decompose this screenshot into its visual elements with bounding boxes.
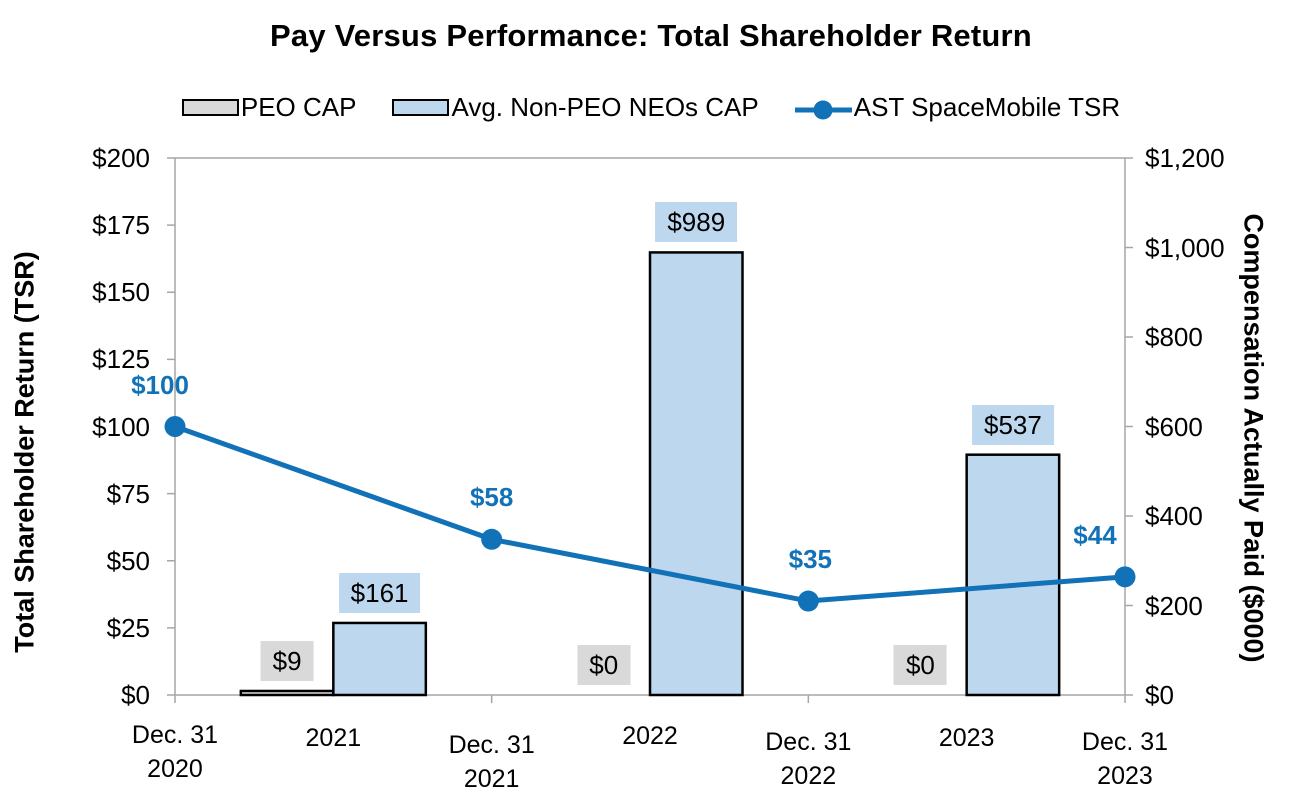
right-axis-tick-label: $200 [1145,590,1203,621]
x-axis-label-2021: 2021 [305,724,362,752]
tsr-line-marker-icon [794,97,852,119]
tsr-marker-dec-31-2022 [797,590,819,612]
right-axis-tick-label: $800 [1145,322,1203,352]
tsr-line [174,424,1126,604]
bar-data-label: $0 [577,645,631,685]
left-axis-tick-label: $200 [92,143,150,173]
x-axis-label-dec31-2020: Dec. 31 2020 [131,721,219,783]
bar-data-label: $989 [655,202,738,243]
tsr-marker-dec-31-2023 [1114,566,1136,588]
left-axis-tick-label: $25 [106,612,150,643]
left-axis-tick-label: $50 [106,545,150,576]
tsr-data-label: $44 [1073,519,1117,550]
chart-title: Pay Versus Performance: Total Shareholde… [270,18,1032,53]
legend-item-tsr-line: AST SpaceMobile TSR [794,92,1121,123]
bar-data-label: $161 [338,572,421,613]
left-axis-tick-label: $100 [92,411,150,442]
left-axis-tick-label: $75 [106,478,150,509]
tsr-data-label: $58 [469,482,514,513]
legend-item-peo-cap: PEO CAP [181,92,357,123]
x-axis-label-dec31-2021: Dec. 31 2021 [448,731,535,793]
left-axis-tick-label: $150 [92,277,150,308]
bar-nonpeo-cap-2023 [965,453,1061,697]
left-axis-tick-label: $0 [121,680,150,710]
legend-item-nonpeo-cap: Avg. Non-PEO NEOs CAP [392,92,759,123]
right-axis-tick-label: $600 [1145,411,1203,442]
tsr-data-label: $100 [131,369,189,400]
left-axis-tick-label: $125 [92,344,150,375]
x-axis-label-2023: 2023 [938,724,995,752]
bar-data-label: $537 [971,404,1054,445]
peo-cap-swatch-icon [181,99,239,116]
right-axis-tick-label: $1,000 [1145,232,1225,263]
tsr-marker-dec-31-2021 [481,528,503,550]
legend-label-peo-cap: PEO CAP [240,92,357,122]
tsr-marker-dec-31-2020 [164,416,186,437]
bar-data-label: $9 [260,640,314,681]
legend-label-tsr: AST SpaceMobile TSR [853,92,1121,122]
left-axis-tick-label: $175 [92,210,150,241]
chart-legend: PEO CAP Avg. Non-PEO NEOs CAP AST SpaceM… [0,92,1302,123]
right-axis-tick-label: $1,200 [1145,143,1225,173]
x-axis-label-dec31-2022: Dec. 31 2022 [765,728,852,790]
right-axis-tick-label: $0 [1145,680,1174,710]
nonpeo-cap-swatch-icon [392,99,450,116]
x-axis-label-dec31-2023: Dec. 31 2023 [1081,728,1169,790]
right-axis-tick-label: $400 [1145,501,1203,531]
tsr-data-label: $35 [788,544,833,575]
bar-peo-cap-2021 [239,689,335,697]
bar-data-label: $0 [893,645,947,685]
bar-nonpeo-cap-2022 [648,251,744,697]
legend-label-nonpeo-cap: Avg. Non-PEO NEOs CAP [451,92,759,122]
bar-nonpeo-cap-2021 [332,621,428,697]
x-axis-label-2022: 2022 [622,722,678,750]
